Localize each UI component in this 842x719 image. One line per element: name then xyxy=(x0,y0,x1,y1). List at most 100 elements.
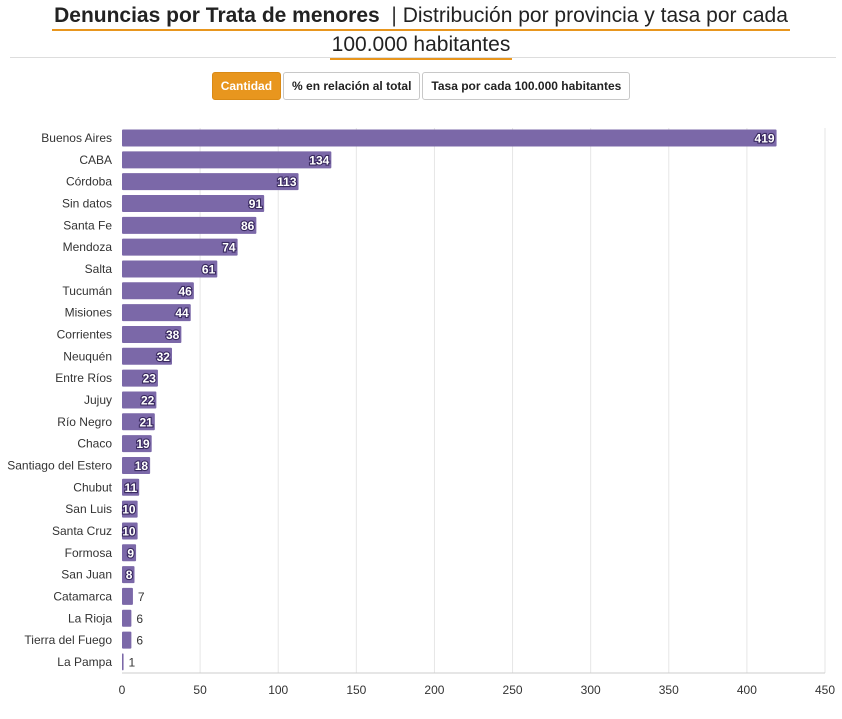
bar xyxy=(122,216,257,234)
title-rest-1: Distribución por provincia y tasa por ca… xyxy=(402,4,788,27)
category-label: Tierra del Fuego xyxy=(24,633,112,647)
bar xyxy=(122,478,140,496)
cantidad-button[interactable]: Cantidad xyxy=(211,72,282,100)
bar xyxy=(122,194,265,212)
data-label: 113 xyxy=(277,175,297,189)
category-label: Jujuy xyxy=(84,393,112,407)
data-label: 6 xyxy=(136,634,143,648)
bar xyxy=(122,522,138,540)
x-tick-label: 450 xyxy=(815,683,835,697)
category-label: San Juan xyxy=(61,568,112,582)
x-tick-label: 350 xyxy=(659,683,679,697)
view-toggle-group: Cantidad % en relación al total Tasa por… xyxy=(0,72,842,100)
bar xyxy=(122,151,332,169)
category-label: Santa Cruz xyxy=(52,524,112,538)
bar xyxy=(122,609,132,627)
category-label: San Luis xyxy=(65,502,112,516)
data-label: 19 xyxy=(136,437,150,451)
data-label: 21 xyxy=(139,415,153,429)
title-line-2: 100.000 habitantes xyxy=(329,31,513,60)
title-rest-2: 100.000 habitantes xyxy=(331,33,511,56)
bar xyxy=(122,325,182,343)
x-tick-label: 150 xyxy=(346,683,366,697)
category-label: Entre Ríos xyxy=(55,371,112,385)
category-label: Neuquén xyxy=(63,349,112,363)
category-label: Sin datos xyxy=(62,196,112,210)
x-tick-label: 50 xyxy=(193,683,207,697)
data-label: 91 xyxy=(249,197,263,211)
bar xyxy=(122,282,194,300)
data-label: 61 xyxy=(202,262,216,276)
category-label: Santiago del Estero xyxy=(7,458,112,472)
bar xyxy=(122,304,191,322)
data-label: 23 xyxy=(143,372,157,386)
data-label: 10 xyxy=(122,524,136,538)
x-tick-label: 400 xyxy=(737,683,757,697)
bar xyxy=(122,456,151,474)
data-label: 11 xyxy=(124,481,137,495)
title-bold: Denuncias por Trata de menores xyxy=(54,4,380,27)
bar xyxy=(122,653,124,671)
bar xyxy=(122,369,158,387)
percent-total-button[interactable]: % en relación al total xyxy=(283,72,421,100)
data-label: 10 xyxy=(122,503,136,517)
x-tick-label: 100 xyxy=(268,683,288,697)
grid-lines xyxy=(122,128,826,674)
bar xyxy=(122,587,133,605)
category-label: Córdoba xyxy=(66,175,112,189)
bar-chart: 4191341139186746146443832232221191811101… xyxy=(7,128,836,697)
x-tick-label: 200 xyxy=(424,683,444,697)
category-label: Misiones xyxy=(65,306,112,320)
bar xyxy=(122,173,299,191)
bar xyxy=(122,347,172,365)
category-label: CABA xyxy=(79,153,112,167)
x-tick-label: 0 xyxy=(119,683,126,697)
category-labels: Buenos Aires CABA Córdoba Sin datos Santa Fe… xyxy=(7,131,112,669)
bar xyxy=(122,566,135,584)
data-label: 44 xyxy=(175,306,189,320)
category-label: Santa Fe xyxy=(63,218,112,232)
header-divider xyxy=(10,57,836,58)
rate-per-100k-button[interactable]: Tasa por cada 100.000 habitantes xyxy=(422,72,631,100)
data-label: 38 xyxy=(166,328,180,342)
bar xyxy=(122,238,238,256)
bar xyxy=(122,435,152,453)
category-label: La Pampa xyxy=(57,655,112,669)
category-label: La Rioja xyxy=(68,611,112,625)
bar xyxy=(122,413,155,431)
bar xyxy=(122,391,157,409)
bar xyxy=(122,631,132,649)
data-label: 32 xyxy=(157,350,171,364)
category-label: Chubut xyxy=(73,480,112,494)
data-label: 74 xyxy=(222,241,236,255)
data-label: 9 xyxy=(127,546,134,560)
category-label: Formosa xyxy=(65,546,113,560)
category-label: Tucumán xyxy=(62,284,112,298)
data-label: 22 xyxy=(141,393,155,407)
category-label: Corrientes xyxy=(57,327,112,341)
category-label: Catamarca xyxy=(53,589,112,603)
title-line-1: Denuncias por Trata de menores | Distrib… xyxy=(52,2,790,31)
bar xyxy=(122,129,777,147)
bars: 4191341139186746146443832232221191811101… xyxy=(121,129,777,671)
data-label: 86 xyxy=(241,219,255,233)
data-label: 7 xyxy=(138,590,145,604)
bar xyxy=(122,544,137,562)
data-label: 1 xyxy=(129,655,136,669)
bar xyxy=(122,500,138,518)
category-label: Salta xyxy=(85,262,113,276)
data-label: 8 xyxy=(126,568,133,582)
bar xyxy=(122,260,218,278)
data-label: 134 xyxy=(309,153,329,167)
data-label: 46 xyxy=(179,284,193,298)
data-label: 419 xyxy=(755,132,775,146)
data-label: 18 xyxy=(135,459,149,473)
category-label: Chaco xyxy=(77,437,112,451)
x-tick-label: 300 xyxy=(581,683,601,697)
x-tick-label: 250 xyxy=(503,683,523,697)
x-axis-ticks: 0 50 100 150 200 250 300 350 400 450 xyxy=(119,683,836,697)
title-separator: | xyxy=(391,4,397,27)
category-label: Mendoza xyxy=(63,240,113,254)
category-label: Río Negro xyxy=(57,415,112,429)
data-label: 6 xyxy=(136,612,143,626)
